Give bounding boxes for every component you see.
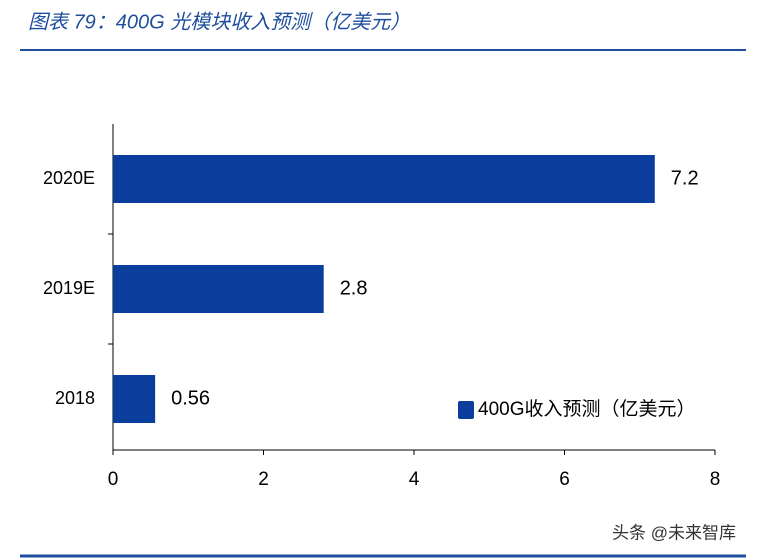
legend-swatch <box>458 401 474 419</box>
y-tick-label: 2020E <box>43 168 95 188</box>
chart-title: 图表 79：400G 光模块收入预测（亿美元） <box>28 10 410 33</box>
bar <box>113 375 156 423</box>
x-tick-label: 0 <box>108 469 119 490</box>
legend-label: 400G收入预测（亿美元） <box>478 398 695 420</box>
value-label: 2.8 <box>340 277 368 299</box>
bar <box>113 265 324 313</box>
y-tick-label: 2019E <box>43 278 95 298</box>
x-tick-label: 4 <box>409 469 420 490</box>
y-tick-label: 2018 <box>55 388 95 408</box>
value-label: 7.2 <box>671 167 699 189</box>
x-tick-label: 2 <box>258 469 269 490</box>
watermark: 头条 @未来智库 <box>612 523 736 542</box>
value-label: 0.56 <box>171 387 210 409</box>
x-tick-label: 8 <box>710 469 721 490</box>
x-tick-label: 6 <box>559 469 570 490</box>
bar <box>113 155 655 203</box>
